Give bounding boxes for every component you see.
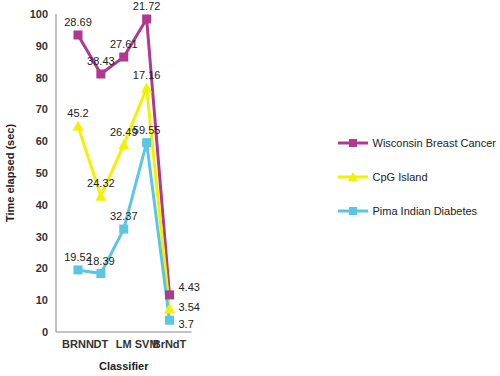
svg-text:10: 10 (36, 294, 48, 306)
html-text:Wisconsin Breast Cancer: Wisconsin Breast Cancer (372, 137, 496, 149)
svg-text:LM: LM (116, 338, 132, 350)
html-text:Pima Indian Diabetes: Pima Indian Diabetes (372, 205, 478, 217)
svg-text:80: 80 (36, 72, 48, 84)
svg-text:3.54: 3.54 (179, 301, 200, 313)
svg-text:28.69: 28.69 (64, 16, 92, 28)
svg-text:DT: DT (94, 338, 109, 350)
svg-text:20: 20 (36, 262, 48, 274)
svg-text:100: 100 (30, 8, 48, 20)
svg-text:90: 90 (36, 40, 48, 52)
svg-text:24.32: 24.32 (87, 177, 115, 189)
svg-text:50: 50 (36, 167, 48, 179)
svg-text:17.16: 17.16 (133, 69, 161, 81)
svg-text:Classifier: Classifier (99, 360, 149, 372)
svg-text:SVM: SVM (134, 337, 159, 350)
svg-text:3.7: 3.7 (179, 318, 194, 330)
svg-text:27.61: 27.61 (110, 38, 138, 50)
svg-text:0: 0 (42, 326, 48, 338)
svg-text:70: 70 (36, 103, 48, 115)
svg-text:4.43: 4.43 (179, 281, 200, 293)
svg-text:32.37: 32.37 (110, 210, 138, 222)
svg-text:Time elapsed (sec): Time elapsed (sec) (8, 124, 16, 223)
svg-text:59.55: 59.55 (133, 124, 161, 136)
svg-text:26.49: 26.49 (110, 125, 138, 138)
html-text:CpG Island: CpG Island (372, 171, 428, 183)
svg-text:30: 30 (36, 231, 48, 243)
svg-text:21.72: 21.72 (133, 0, 161, 12)
svg-text:BRNN: BRNN (62, 338, 94, 350)
svg-text:40: 40 (36, 199, 48, 211)
svg-text:60: 60 (36, 135, 48, 147)
svg-text:BrNdT: BrNdT (153, 338, 187, 350)
svg-text:18.39: 18.39 (87, 255, 115, 267)
svg-text:45.2: 45.2 (67, 107, 88, 119)
svg-text:38.43: 38.43 (87, 55, 115, 67)
svg-text:19.52: 19.52 (64, 250, 92, 263)
